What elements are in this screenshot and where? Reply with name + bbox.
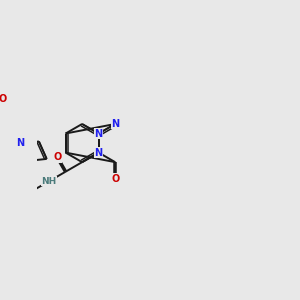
Text: N: N: [94, 148, 103, 158]
Text: NH: NH: [41, 177, 57, 186]
Text: N: N: [111, 119, 119, 129]
Text: O: O: [0, 94, 6, 104]
Text: N: N: [94, 128, 103, 139]
Text: O: O: [53, 152, 61, 162]
Text: O: O: [111, 174, 119, 184]
Text: N: N: [16, 139, 24, 148]
